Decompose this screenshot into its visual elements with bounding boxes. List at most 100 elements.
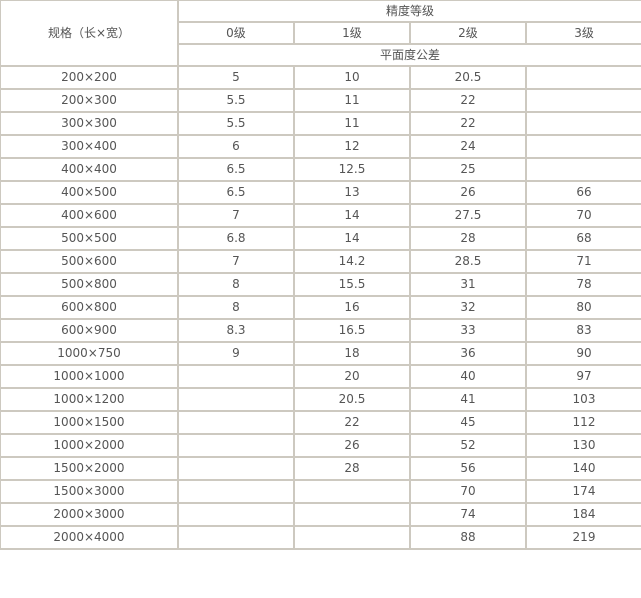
spec-cell: 1500×3000 bbox=[0, 479, 179, 504]
spec-cell: 500×600 bbox=[0, 249, 179, 274]
table-row: 1000×750 9 18 36 90 bbox=[0, 341, 641, 366]
tolerance-cell: 28 bbox=[293, 456, 411, 481]
spec-cell: 500×500 bbox=[0, 226, 179, 251]
table-row: 200×200 5 10 20.5 bbox=[0, 65, 641, 90]
tolerance-cell: 22 bbox=[409, 88, 527, 113]
grade-header: 0级 bbox=[177, 21, 295, 45]
tolerance-cell: 103 bbox=[524, 387, 641, 412]
tolerance-cell: 40 bbox=[409, 364, 527, 389]
tolerance-cell: 14.2 bbox=[293, 249, 411, 274]
table-row: 1000×2000 26 52 130 bbox=[0, 433, 641, 458]
tolerance-cell: 56 bbox=[409, 456, 527, 481]
table-row: 600×800 8 16 32 80 bbox=[0, 295, 641, 320]
tolerance-cell: 7 bbox=[177, 249, 295, 274]
tolerance-cell bbox=[293, 479, 411, 504]
grade-header: 3级 bbox=[524, 21, 641, 45]
tolerance-cell: 22 bbox=[409, 111, 527, 136]
header-row-tolerance: 平面度公差 bbox=[0, 43, 641, 67]
tolerance-cell: 26 bbox=[293, 433, 411, 458]
table-row: 1500×3000 70 174 bbox=[0, 479, 641, 504]
tolerance-cell: 219 bbox=[524, 525, 641, 550]
tolerance-cell bbox=[177, 525, 295, 550]
table-row: 300×400 6 12 24 bbox=[0, 134, 641, 159]
tolerance-cell: 12.5 bbox=[293, 157, 411, 182]
tolerance-cell: 26 bbox=[409, 180, 527, 205]
tolerance-cell: 20 bbox=[293, 364, 411, 389]
spec-cell: 300×400 bbox=[0, 134, 179, 159]
table-row: 400×500 6.5 13 26 66 bbox=[0, 180, 641, 205]
spec-cell: 300×300 bbox=[0, 111, 179, 136]
table-row: 300×300 5.5 11 22 bbox=[0, 111, 641, 136]
tolerance-cell bbox=[524, 157, 641, 182]
tolerance-cell: 80 bbox=[524, 295, 641, 320]
tolerance-cell: 71 bbox=[524, 249, 641, 274]
table-row: 1000×1500 22 45 112 bbox=[0, 410, 641, 435]
spec-cell: 200×200 bbox=[0, 65, 179, 90]
precision-header: 精度等级 bbox=[176, 0, 641, 23]
tolerance-cell: 45 bbox=[409, 410, 527, 435]
tolerance-cell: 5 bbox=[177, 65, 295, 90]
tolerance-cell bbox=[524, 134, 641, 159]
table-row: 400×400 6.5 12.5 25 bbox=[0, 157, 641, 182]
tolerance-cell: 6.8 bbox=[177, 226, 295, 251]
tolerance-cell: 97 bbox=[524, 364, 641, 389]
flatness-tolerance-table: 规格（长×宽） 精度等级 0级 1级 2级 3级 平面度公差 200×200 5 1… bbox=[0, 0, 641, 550]
tolerance-cell: 32 bbox=[409, 295, 527, 320]
tolerance-cell bbox=[524, 88, 641, 113]
table-row: 2000×3000 74 184 bbox=[0, 502, 641, 527]
tolerance-cell: 24 bbox=[409, 134, 527, 159]
tolerance-cell: 7 bbox=[177, 203, 295, 228]
tolerance-cell bbox=[524, 65, 641, 90]
spec-cell: 1000×750 bbox=[0, 341, 179, 366]
spec-cell: 1000×2000 bbox=[0, 433, 179, 458]
tolerance-cell: 66 bbox=[524, 180, 641, 205]
tolerance-cell: 15.5 bbox=[293, 272, 411, 297]
tolerance-cell: 70 bbox=[409, 479, 527, 504]
tolerance-cell: 16.5 bbox=[293, 318, 411, 343]
tolerance-cell bbox=[524, 111, 641, 136]
tolerance-cell: 25 bbox=[409, 157, 527, 182]
tolerance-cell: 33 bbox=[409, 318, 527, 343]
tolerance-cell: 90 bbox=[524, 341, 641, 366]
tolerance-cell: 112 bbox=[524, 410, 641, 435]
tolerance-cell: 20.5 bbox=[293, 387, 411, 412]
tolerance-cell: 6.5 bbox=[177, 180, 295, 205]
table-row: 2000×4000 88 219 bbox=[0, 525, 641, 550]
tolerance-cell: 31 bbox=[409, 272, 527, 297]
tolerance-cell: 28.5 bbox=[409, 249, 527, 274]
tolerance-cell: 14 bbox=[293, 226, 411, 251]
spec-cell: 2000×3000 bbox=[0, 502, 179, 527]
tolerance-cell: 22 bbox=[293, 410, 411, 435]
tolerance-cell: 174 bbox=[524, 479, 641, 504]
spec-cell: 400×500 bbox=[0, 180, 179, 205]
spec-cell: 400×400 bbox=[0, 157, 179, 182]
tolerance-cell: 5.5 bbox=[177, 111, 295, 136]
tolerance-cell bbox=[177, 456, 295, 481]
tolerance-cell: 6.5 bbox=[177, 157, 295, 182]
spec-cell: 1000×1500 bbox=[0, 410, 179, 435]
spec-cell: 200×300 bbox=[0, 88, 179, 113]
tolerance-cell: 36 bbox=[409, 341, 527, 366]
tolerance-cell: 28 bbox=[409, 226, 527, 251]
tolerance-cell: 18 bbox=[293, 341, 411, 366]
table-row: 600×900 8.3 16.5 33 83 bbox=[0, 318, 641, 343]
tolerance-cell: 140 bbox=[524, 456, 641, 481]
spec-cell: 500×800 bbox=[0, 272, 179, 297]
tolerance-cell: 83 bbox=[524, 318, 641, 343]
tolerance-cell: 5.5 bbox=[177, 88, 295, 113]
table-row: 400×600 7 14 27.5 70 bbox=[0, 203, 641, 228]
tolerance-header: 平面度公差 bbox=[176, 43, 641, 67]
spec-cell: 400×600 bbox=[0, 203, 179, 228]
spec-cell: 1500×2000 bbox=[0, 456, 179, 481]
tolerance-cell bbox=[293, 525, 411, 550]
spec-cell: 2000×4000 bbox=[0, 525, 179, 550]
spec-header: 规格（长×宽） bbox=[0, 0, 179, 67]
grade-header: 1级 bbox=[293, 21, 411, 45]
tolerance-cell: 20.5 bbox=[409, 65, 527, 90]
tolerance-cell bbox=[293, 502, 411, 527]
tolerance-cell: 16 bbox=[293, 295, 411, 320]
tolerance-cell: 68 bbox=[524, 226, 641, 251]
tolerance-cell: 88 bbox=[409, 525, 527, 550]
tolerance-cell: 6 bbox=[177, 134, 295, 159]
table-row: 500×500 6.8 14 28 68 bbox=[0, 226, 641, 251]
